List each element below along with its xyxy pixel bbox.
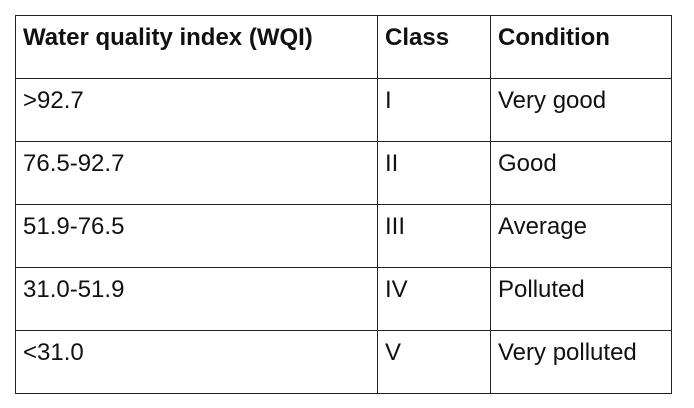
- table-cell: III: [377, 204, 491, 268]
- table-body: >92.7 I Very good 76.5-92.7 II Good 51.9-76.5 I…: [15, 78, 672, 394]
- table-row: 51.9-76.5 III Average: [15, 204, 672, 268]
- header-cell: Class: [377, 15, 491, 79]
- table-cell: 51.9-76.5: [15, 204, 378, 268]
- header-row: Water quality index (WQI) Class Condition: [15, 15, 672, 79]
- table-cell: I: [377, 78, 491, 142]
- table-header: Water quality index (WQI) Class Condition: [15, 15, 672, 79]
- header-cell: Water quality index (WQI): [15, 15, 378, 79]
- table-cell: IV: [377, 267, 491, 331]
- table-row: 31.0-51.9 IV Polluted: [15, 267, 672, 331]
- table-cell: 31.0-51.9: [15, 267, 378, 331]
- table-cell: Polluted: [490, 267, 672, 331]
- table-cell: <31.0: [15, 330, 378, 394]
- table-cell: V: [377, 330, 491, 394]
- table-cell: >92.7: [15, 78, 378, 142]
- table-row: 76.5-92.7 II Good: [15, 141, 672, 205]
- wqi-table: Water quality index (WQI) Class Condition …: [15, 15, 672, 394]
- table-row: >92.7 I Very good: [15, 78, 672, 142]
- table-row: <31.0 V Very polluted: [15, 330, 672, 394]
- table-cell: Very polluted: [490, 330, 672, 394]
- table-cell: Good: [490, 141, 672, 205]
- table-cell: Average: [490, 204, 672, 268]
- table-cell: Very good: [490, 78, 672, 142]
- header-cell: Condition: [490, 15, 672, 79]
- table-cell: 76.5-92.7: [15, 141, 378, 205]
- table-cell: II: [377, 141, 491, 205]
